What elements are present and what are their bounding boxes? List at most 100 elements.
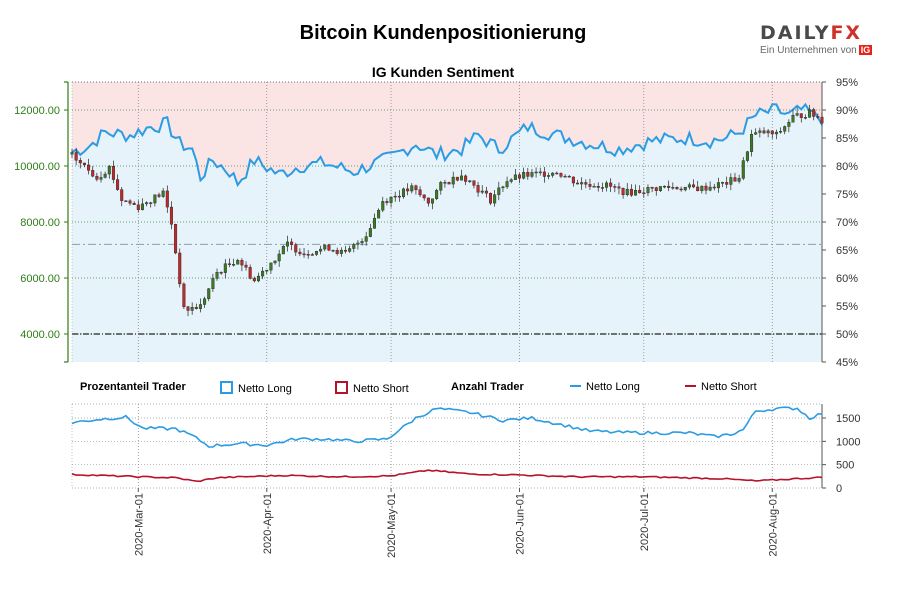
price-tick-label: 4000.00	[20, 329, 60, 341]
candle-up	[261, 270, 265, 277]
percent-tick-label: 50%	[836, 329, 858, 341]
candle-up	[360, 241, 364, 244]
candle-down	[244, 264, 248, 268]
candle-up	[145, 202, 149, 205]
candle-down	[447, 182, 451, 185]
candle-down	[696, 186, 700, 192]
candle-up	[331, 249, 335, 252]
candle-down	[455, 176, 459, 181]
candle-up	[277, 253, 281, 262]
legend-percent-short: Netto Short	[335, 381, 409, 395]
candle-up	[646, 187, 650, 194]
candle-up	[190, 307, 194, 311]
candle-down	[555, 172, 559, 175]
candle-down	[559, 173, 563, 177]
percent-tick-label: 45%	[836, 357, 858, 369]
candle-down	[712, 186, 716, 189]
candle-down	[290, 241, 294, 245]
candle-up	[501, 186, 505, 189]
candle-down	[74, 152, 78, 161]
candle-up	[658, 186, 662, 191]
candle-down	[629, 188, 633, 196]
candle-up	[766, 130, 770, 134]
candle-up	[592, 186, 596, 188]
candle-up	[435, 190, 439, 199]
logo-text-main: DAILY	[760, 22, 831, 44]
candle-down	[132, 203, 136, 205]
percent-tick-label: 90%	[836, 105, 858, 117]
candle-up	[273, 260, 277, 264]
candle-up	[563, 175, 567, 178]
candle-up	[439, 182, 443, 191]
candle-down	[418, 189, 422, 196]
candle-up	[451, 176, 455, 185]
candle-up	[741, 160, 745, 179]
candle-up	[708, 186, 712, 191]
candle-down	[302, 253, 306, 256]
candle-down	[725, 182, 729, 185]
candle-down	[675, 186, 679, 190]
chart-subtitle: IG Kunden Sentiment	[371, 64, 515, 80]
candle-down	[248, 267, 252, 279]
candle-down	[733, 177, 737, 182]
candle-up	[323, 244, 327, 250]
candle-up	[460, 175, 464, 181]
percent-tick-label: 65%	[836, 245, 858, 257]
candle-up	[410, 185, 414, 192]
candle-up	[468, 180, 472, 182]
candle-down	[609, 182, 613, 187]
candle-down	[95, 175, 99, 180]
candle-down	[770, 130, 774, 135]
candle-down	[422, 194, 426, 199]
candle-up	[513, 174, 517, 180]
candle-up	[140, 203, 144, 210]
candle-down	[414, 185, 418, 190]
candle-down	[87, 164, 91, 171]
candle-up	[497, 187, 501, 195]
candle-up	[750, 133, 754, 152]
candle-up	[285, 241, 289, 247]
candle-down	[476, 185, 480, 193]
candle-down	[385, 201, 389, 203]
candle-down	[157, 194, 161, 197]
candle-down	[78, 160, 82, 164]
candle-up	[256, 275, 260, 282]
price-tick-label: 12000.00	[14, 105, 60, 117]
candle-up	[538, 171, 542, 174]
candle-up	[808, 109, 812, 118]
logo-tagline: Ein Unternehmen von	[760, 45, 857, 56]
candle-up	[352, 244, 356, 249]
candle-up	[372, 217, 376, 229]
candle-up	[803, 117, 807, 119]
candle-down	[124, 200, 128, 202]
netto-long-area	[72, 104, 822, 363]
x-tick-label: 2020-Apr-01	[262, 493, 274, 554]
legend-group-percent-title: Prozentanteil Trader	[80, 381, 186, 393]
price-tick-label: 10000.00	[14, 161, 60, 173]
candle-up	[779, 131, 783, 133]
legend-count-short-label: Netto Short	[701, 381, 757, 393]
count-tick-label: 0	[836, 483, 842, 495]
candle-down	[542, 171, 546, 177]
candle-up	[758, 130, 762, 133]
candle-down	[306, 254, 310, 256]
candle-down	[298, 251, 302, 255]
netto-short-count-line	[71, 469, 823, 483]
candle-up	[600, 187, 604, 189]
candle-up	[314, 251, 318, 255]
candle-up	[534, 171, 538, 174]
candle-up	[551, 172, 555, 176]
candle-down	[621, 187, 625, 196]
candle-up	[393, 195, 397, 198]
candle-down	[518, 174, 522, 179]
candle-down	[650, 187, 654, 189]
candle-down	[397, 195, 401, 198]
candle-up	[269, 262, 273, 271]
candle-down	[120, 189, 124, 201]
x-tick-label: 2020-Jun-01	[515, 493, 527, 555]
candle-up	[356, 242, 360, 245]
candle-down	[692, 184, 696, 188]
candle-down	[571, 176, 575, 184]
candle-up	[774, 131, 778, 135]
candle-up	[493, 194, 497, 204]
